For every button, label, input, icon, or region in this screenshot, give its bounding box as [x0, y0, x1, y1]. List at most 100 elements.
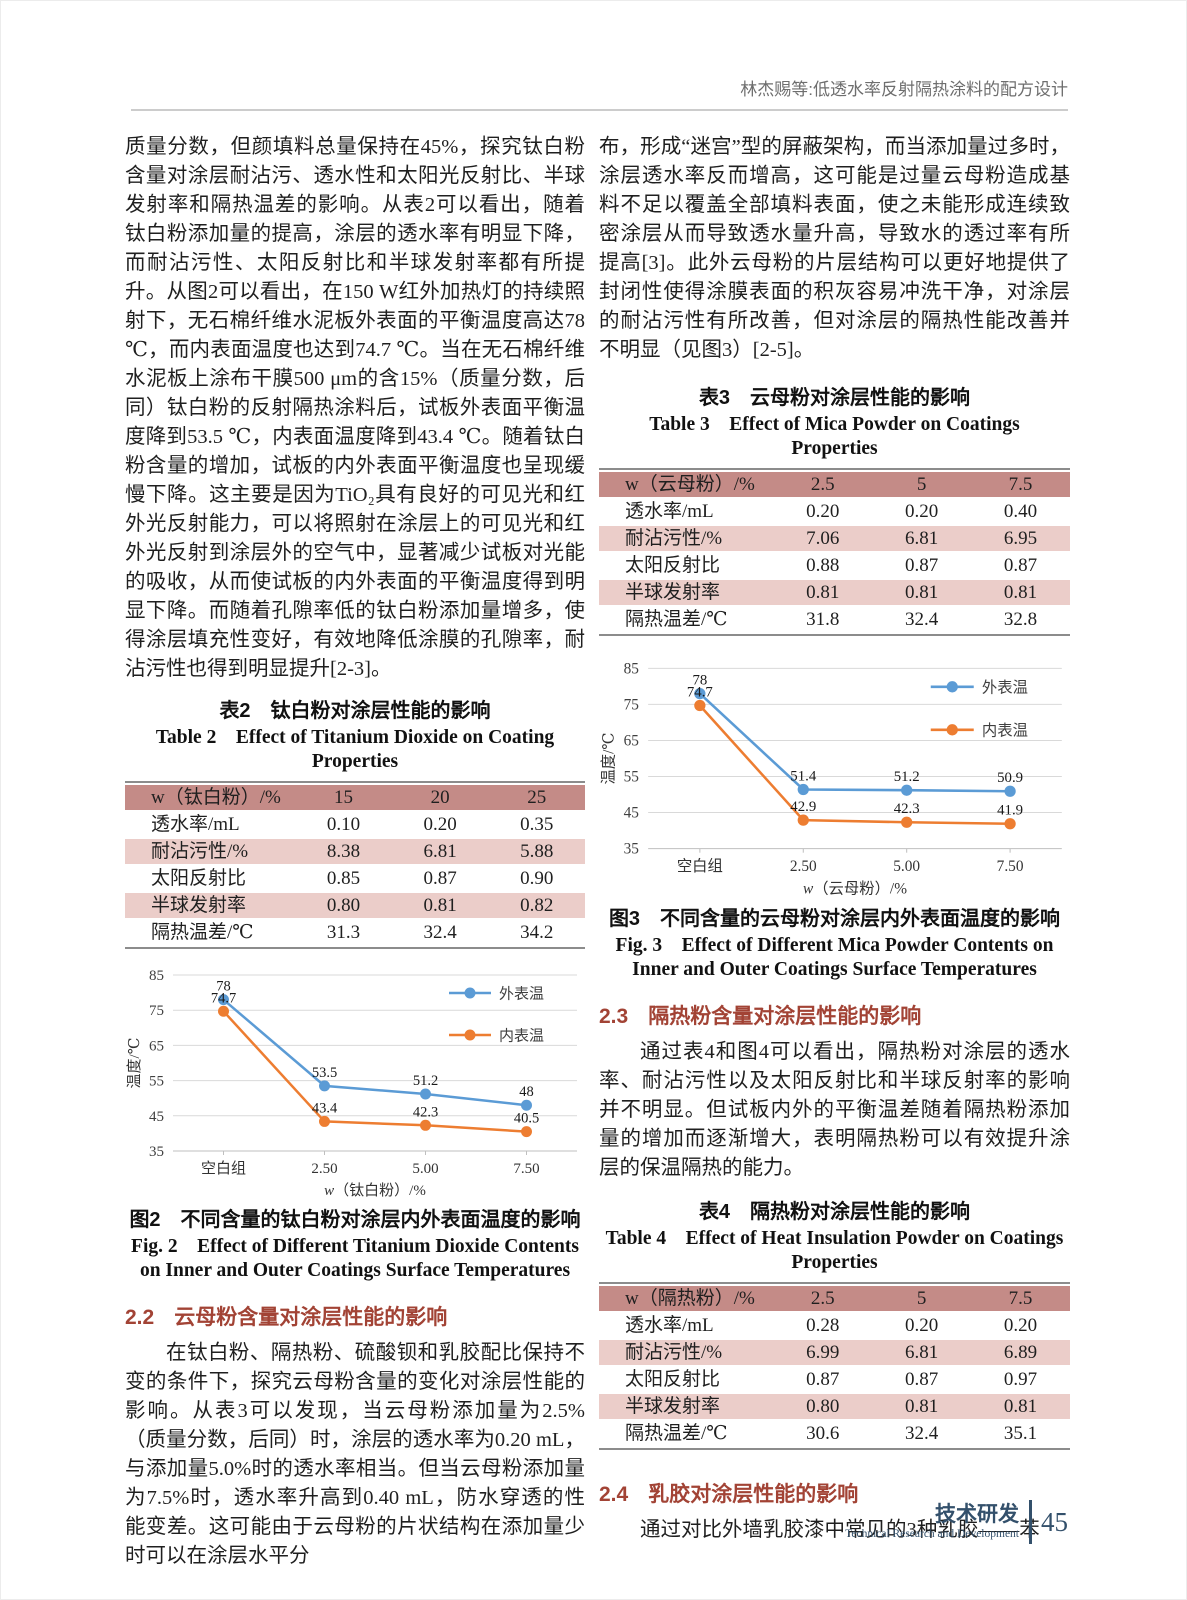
gridlines — [173, 974, 577, 1152]
svg-text:7.50: 7.50 — [997, 858, 1024, 875]
figure2-line-chart: 35 45 55 65 75 85 空白组 2.50 5.00 7.50 温度/℃ w（钛白粉）/% 7… — [125, 959, 585, 1203]
table-cell: 太阳反射比 — [625, 1368, 721, 1390]
table-cell: 8.38 — [295, 839, 392, 864]
section-title: 隔热粉含量对涂层性能的影响 — [648, 1004, 922, 1028]
table3-caption-cn: 表3 云母粉对涂层性能的影响 — [698, 387, 971, 409]
table-cell: 0.87 — [423, 868, 457, 889]
table-cell: 0.87 — [806, 1368, 840, 1390]
table-cell: 0.88 — [806, 555, 840, 576]
data-point — [797, 814, 809, 826]
table-cell: 隔热温差/℃ — [625, 1422, 728, 1444]
table-cell: 0.81 — [872, 580, 972, 605]
table-cell: 耐沾污性/% — [125, 839, 296, 864]
legend-label: 外表温 — [982, 678, 1028, 696]
table-row: 太阳反射比 0.85 0.87 0.90 — [125, 866, 585, 891]
table-cell: 太阳反射比 — [625, 555, 721, 576]
table-cell: 0.35 — [520, 814, 554, 835]
table-row: 隔热温差/℃ 31.3 32.4 34.2 — [125, 920, 585, 945]
left-column: 质量分数，但颜填料总量保持在45%，探究钛白粉含量对涂层耐沾污、透水性和太阳光反… — [125, 133, 585, 1571]
table-header-row: w（隔热粉）/% 2.5 5 7.5 — [599, 1285, 1070, 1311]
figure2-caption-en: Fig. 2 Effect of Different Titanium Diox… — [131, 1236, 579, 1281]
data-label: 78 — [216, 979, 231, 995]
table-cell: 透水率/mL — [151, 814, 240, 835]
table-cell: 6.89 — [971, 1339, 1070, 1365]
svg-text:35: 35 — [624, 841, 640, 858]
table-cell: 32.8 — [1003, 609, 1038, 630]
table-row: 太阳反射比 0.88 0.87 0.87 — [599, 553, 1070, 578]
data-point — [901, 784, 913, 796]
svg-text:75: 75 — [624, 697, 640, 714]
data-label: 50.9 — [997, 770, 1023, 786]
header-rule — [131, 109, 1068, 111]
svg-text:7.50: 7.50 — [513, 1161, 539, 1177]
paragraph-titanium-dioxide: 质量分数，但颜填料总量保持在45%，探究钛白粉含量对涂层耐沾污、透水性和太阳光反… — [125, 136, 585, 680]
svg-text:2.50: 2.50 — [311, 1161, 337, 1177]
section-heading-2-4: 2.4 乳胶对涂层性能的影响 — [599, 1480, 1070, 1510]
table-cell: 0.28 — [806, 1314, 840, 1336]
table-row: 太阳反射比 0.87 0.87 0.97 — [599, 1367, 1070, 1392]
data-label: 40.5 — [514, 1111, 539, 1127]
table-cell: 0.80 — [773, 1393, 873, 1419]
page-number: 45 — [1041, 1507, 1068, 1537]
paragraph-mica-powder: 在钛白粉、隔热粉、硫酸钡和乳胶配比保持不变的条件下，探究云母粉含量的变化对涂层性… — [125, 1342, 585, 1567]
table-header-cell: 25 — [488, 785, 585, 810]
table4-caption-en: Table 4 Effect of Heat Insulation Powder… — [605, 1227, 1064, 1273]
svg-text:35: 35 — [149, 1144, 164, 1160]
table-header-cell: 5 — [872, 1285, 972, 1311]
table2-block: 表2 钛白粉对涂层性能的影响 Table 2 Effect of Titaniu… — [125, 698, 585, 949]
table-header-cell: 2.5 — [773, 472, 873, 497]
table-cell: 32.4 — [905, 1422, 939, 1444]
data-point — [521, 1126, 532, 1138]
table-row: 透水率/mL 0.20 0.20 0.40 — [599, 499, 1070, 524]
y-axis-title: 温度/℃ — [126, 1038, 143, 1089]
data-label: 48 — [519, 1084, 534, 1100]
table-cell: 半球发射率 — [599, 580, 774, 605]
table-cell: 耐沾污性/% — [599, 1339, 774, 1365]
table-cell: 0.80 — [295, 893, 392, 918]
table-cell: 0.20 — [905, 501, 939, 522]
table-cell: 0.87 — [905, 1368, 939, 1390]
table-row: 半球发射率 0.81 0.81 0.81 — [599, 580, 1070, 605]
svg-text:55: 55 — [624, 769, 640, 786]
table-header-cell: 7.5 — [971, 472, 1070, 497]
svg-text:5.00: 5.00 — [893, 858, 920, 875]
table-cell: 34.2 — [520, 922, 554, 943]
data-point — [218, 994, 229, 1006]
legend-label: 内表温 — [499, 1028, 544, 1045]
svg-text:2.50: 2.50 — [790, 858, 817, 875]
table-cell: 0.20 — [423, 814, 457, 835]
table-cell: 35.1 — [1003, 1422, 1038, 1444]
svg-text:空白组: 空白组 — [677, 857, 723, 875]
legend-label: 内表温 — [982, 721, 1028, 739]
table-cell: 0.90 — [520, 868, 554, 889]
table-cell: 0.10 — [326, 814, 361, 835]
figure3-block: 35 45 55 65 75 85 空白组 2.50 5.00 7.50 温度/℃ w（云母粉）/% 7… — [599, 652, 1070, 982]
data-point — [694, 699, 706, 712]
section-heading-2-2: 2.2 云母粉含量对涂层性能的影响 — [125, 1303, 585, 1333]
table-cell: 半球发射率 — [125, 893, 296, 918]
table3-mica-powder: w（云母粉）/% 2.5 5 7.5 透水率/mL 0.20 0.20 0.40 耐沾污性/% 7… — [599, 468, 1070, 636]
footer-section-cn: 技术研发 — [935, 1502, 1019, 1526]
table-row: 耐沾污性/% 8.38 6.81 5.88 — [125, 839, 585, 864]
series-外表温: 78 53.5 51.2 48 — [216, 979, 534, 1111]
svg-text:空白组: 空白组 — [201, 1160, 246, 1177]
svg-text:45: 45 — [624, 805, 640, 822]
svg-text:65: 65 — [149, 1038, 164, 1054]
table4-block: 表4 隔热粉对涂层性能的影响 Table 4 Effect of Heat In… — [599, 1199, 1070, 1450]
table3-caption-en: Table 3 Effect of Mica Powder on Coating… — [649, 414, 1020, 459]
data-point — [420, 1088, 431, 1100]
table-cell: 0.97 — [1003, 1368, 1038, 1390]
table-header-cell: w（云母粉）/% — [599, 472, 774, 497]
table2-caption-cn: 表2 钛白粉对涂层性能的影响 — [219, 700, 491, 722]
series-内表温: 74.7 43.4 42.3 40.5 — [211, 990, 539, 1138]
table-cell: 6.95 — [971, 526, 1070, 551]
data-point — [694, 687, 706, 700]
table-row: 隔热温差/℃ 31.8 32.4 32.8 — [599, 607, 1070, 632]
paragraph-latex: 通过对比外墙乳胶漆中常见的3种乳胶——苯 — [640, 1518, 1040, 1541]
table-cell: 6.81 — [872, 526, 972, 551]
table-cell: 0.87 — [905, 555, 939, 576]
table-row: 透水率/mL 0.28 0.20 0.20 — [599, 1313, 1070, 1338]
data-label: 51.2 — [413, 1073, 438, 1089]
svg-text:65: 65 — [624, 733, 640, 750]
